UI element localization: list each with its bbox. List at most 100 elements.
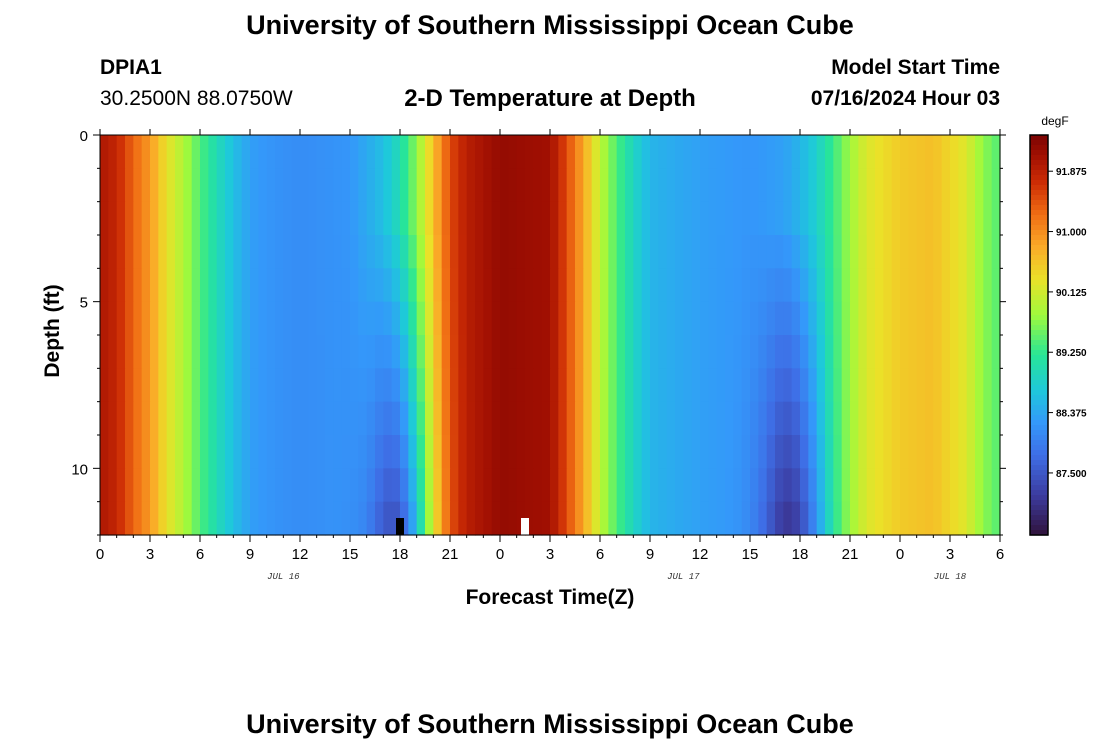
heatmap-cell — [733, 235, 743, 269]
heatmap-cell — [825, 501, 834, 536]
heatmap-cell — [475, 168, 484, 203]
heatmap-cell — [800, 301, 809, 336]
heatmap-cell — [558, 301, 568, 336]
heatmap-cell — [458, 335, 468, 369]
heatmap-cell — [583, 501, 593, 536]
heatmap-cell — [516, 201, 526, 236]
heatmap-cell — [333, 235, 343, 269]
heatmap-cell — [575, 201, 584, 236]
heatmap-cell — [325, 501, 334, 536]
heatmap-cell — [716, 135, 726, 169]
heatmap-cell — [741, 235, 751, 269]
heatmap-cell — [958, 368, 968, 403]
heatmap-cell — [400, 168, 409, 203]
heatmap-cell — [908, 401, 918, 436]
heatmap-cell — [650, 368, 659, 403]
colorbar-swatch — [1030, 355, 1048, 361]
heatmap-cell — [783, 201, 793, 236]
heatmap-cell — [541, 335, 551, 369]
heatmap-cell — [325, 401, 334, 436]
heatmap-cell — [566, 335, 576, 369]
heatmap-cell — [583, 401, 593, 436]
heatmap-cell — [508, 468, 518, 503]
heatmap-cell — [783, 401, 793, 436]
heatmap-cell — [758, 435, 768, 469]
heatmap-cell — [950, 435, 959, 469]
heatmap-cell — [975, 135, 984, 169]
heatmap-cell — [425, 301, 434, 336]
heatmap-cell — [458, 301, 468, 336]
colorbar-swatch — [1030, 275, 1048, 281]
heatmap-cell — [791, 201, 801, 236]
heatmap-cell — [291, 168, 301, 203]
heatmap-cell — [383, 401, 393, 436]
heatmap-cell — [175, 468, 184, 503]
colorbar-swatch — [1030, 415, 1048, 421]
model-start-label: Model Start Time — [831, 56, 1000, 79]
heatmap-cell — [591, 268, 601, 303]
heatmap-cell — [208, 435, 218, 469]
x-tick-label: 0 — [96, 546, 104, 563]
heatmap-cell — [150, 168, 159, 203]
heatmap-cell — [358, 468, 368, 503]
heatmap-cell — [108, 201, 118, 236]
heatmap-cell — [600, 168, 609, 203]
heatmap-cell — [225, 168, 234, 203]
heatmap-cell — [591, 401, 601, 436]
heatmap-cell — [808, 368, 818, 403]
heatmap-cell — [875, 235, 884, 269]
heatmap-cell — [225, 468, 234, 503]
colorbar-swatch — [1030, 265, 1048, 271]
heatmap-cell — [958, 201, 968, 236]
heatmap-cell — [716, 401, 726, 436]
heatmap-cell — [900, 468, 909, 503]
heatmap-cell — [700, 468, 709, 503]
heatmap-cell — [216, 201, 226, 236]
heatmap-cell — [325, 368, 334, 403]
colorbar-swatch — [1030, 145, 1048, 151]
heatmap-cell — [275, 335, 284, 369]
heatmap-cell — [891, 235, 901, 269]
heatmap-cell — [383, 435, 393, 469]
heatmap-cell — [383, 135, 393, 169]
heatmap-cell — [450, 435, 459, 469]
heatmap-cell — [550, 335, 559, 369]
heatmap-cell — [183, 435, 193, 469]
heatmap-cell — [916, 235, 926, 269]
heatmap-cell — [566, 301, 576, 336]
heatmap-cell — [325, 201, 334, 236]
heatmap-cell — [750, 301, 759, 336]
heatmap-cell — [808, 401, 818, 436]
heatmap-cell — [533, 235, 543, 269]
heatmap-cell — [375, 468, 384, 503]
heatmap-cell — [366, 401, 376, 436]
heatmap-cell — [300, 201, 309, 236]
heatmap-cell — [675, 135, 684, 169]
heatmap-cell — [708, 235, 718, 269]
heatmap-cell — [591, 368, 601, 403]
heatmap-cell — [991, 468, 1001, 503]
heatmap-cell — [366, 201, 376, 236]
heatmap-cell — [333, 501, 343, 536]
heatmap-cell — [858, 368, 868, 403]
heatmap-cell — [116, 168, 126, 203]
heatmap-cell — [225, 268, 234, 303]
heatmap-cell — [658, 501, 668, 536]
heatmap-cell — [441, 368, 451, 403]
colorbar-swatch — [1030, 345, 1048, 351]
heatmap-cell — [458, 468, 468, 503]
heatmap-cell — [366, 468, 376, 503]
heatmap-cell — [450, 235, 459, 269]
heatmap-cell — [316, 401, 326, 436]
heatmap-cell — [875, 268, 884, 303]
heatmap-cell — [458, 401, 468, 436]
heatmap-cell — [875, 168, 884, 203]
heatmap-cell — [733, 301, 743, 336]
heatmap-cell — [858, 135, 868, 169]
heatmap-cell — [650, 201, 659, 236]
heatmap-cell — [800, 335, 809, 369]
heatmap-cell — [625, 501, 634, 536]
heatmap-cell — [408, 301, 418, 336]
heatmap-cell — [966, 301, 976, 336]
heatmap-cell — [383, 468, 393, 503]
